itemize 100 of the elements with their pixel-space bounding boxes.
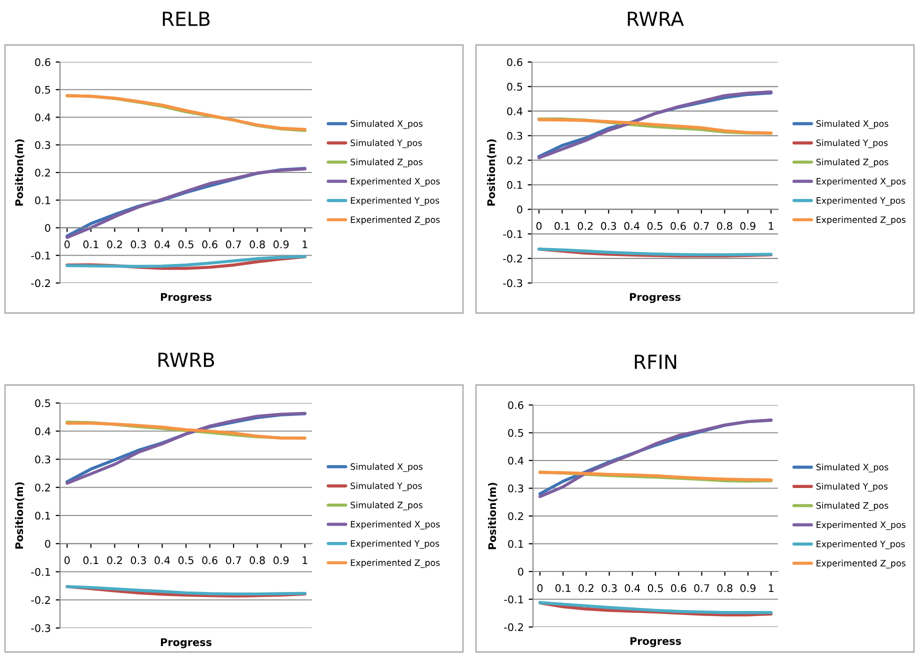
y-tick-label: 0.4 [508, 456, 524, 465]
y-tick-label: 0 [518, 568, 524, 576]
y-tick-label: -0.3 [31, 624, 50, 632]
x-tick-label: 0.6 [670, 222, 686, 230]
x-tick-label: 0.8 [250, 240, 265, 248]
x-tick-label: 0.1 [555, 584, 570, 592]
x-tick-label: 0.5 [178, 240, 194, 248]
x-tick-label: 0.8 [717, 584, 732, 592]
x-tick-label: 0.9 [740, 584, 756, 592]
y-tick-label: -0.1 [504, 595, 524, 604]
chart-title: RWRA [628, 12, 684, 26]
x-tick-label: 0 [536, 222, 542, 230]
legend-label: Simulated X_pos [350, 120, 422, 129]
legend-label: Simulated Y_pos [350, 139, 422, 148]
legend-label: Experimented X_pos [816, 521, 906, 530]
legend-label: Experimented X_pos [350, 520, 440, 530]
x-axis-title: Progress [160, 638, 212, 648]
legend-label: Experimented Y_pos [350, 540, 440, 549]
x-tick-label: 1 [768, 222, 774, 230]
y-axis-title: Position(m) [15, 139, 24, 206]
y-tick-label: 0 [517, 206, 522, 214]
x-tick-label: 0 [64, 556, 70, 564]
x-tick-label: 0.2 [578, 222, 593, 230]
legend-label: Simulated Z_pos [816, 502, 888, 511]
x-tick-label: 0.7 [694, 222, 709, 230]
legend-label: Simulated X_pos [350, 463, 422, 472]
x-tick-label: 0.1 [83, 556, 98, 564]
x-tick-label: 0.2 [107, 556, 122, 564]
x-tick-label: 0.7 [226, 556, 241, 564]
y-tick-label: 0.3 [507, 132, 522, 140]
x-tick-label: 0.3 [130, 240, 146, 248]
y-tick-label: -0.2 [503, 254, 522, 263]
y-tick-label: 0.5 [507, 82, 522, 91]
y-tick-label: 0.2 [507, 156, 522, 164]
x-tick-label: 0.8 [717, 222, 732, 230]
y-tick-label: -0.3 [503, 279, 522, 288]
x-tick-label: 0.3 [602, 584, 617, 592]
y-tick-label: 0.4 [507, 107, 522, 116]
legend-label: Simulated X_pos [816, 464, 888, 472]
x-tick-label: 0.4 [154, 556, 170, 564]
chart-title: RFIN [634, 354, 676, 369]
y-tick-label: -0.2 [31, 279, 50, 288]
x-tick-label: 1 [302, 556, 308, 564]
x-tick-label: 0 [64, 240, 70, 248]
legend-label: Experimented X_pos [350, 178, 440, 186]
x-tick-label: 0.1 [554, 222, 570, 230]
legend-label: Experimented Y_pos [816, 540, 905, 550]
x-tick-label: 0.2 [107, 240, 122, 248]
legend-label: Simulated Y_pos [350, 482, 422, 492]
legend-label: Simulated Z_pos [816, 158, 888, 168]
y-tick-label: 0.2 [508, 512, 523, 520]
x-tick-label: 1 [302, 240, 308, 248]
legend-label: Experimented X_pos [816, 178, 906, 186]
x-axis-title: Progress [630, 293, 680, 304]
y-tick-label: 0.1 [35, 196, 50, 204]
x-tick-label: 0.6 [671, 584, 686, 592]
x-tick-label: 0.4 [624, 222, 640, 230]
x-tick-label: 1 [768, 584, 774, 592]
x-tick-label: 0.4 [624, 584, 640, 592]
y-tick-label: 0.3 [35, 455, 50, 464]
chart-title: RELB [162, 12, 210, 26]
x-tick-label: 0.3 [600, 222, 616, 230]
legend-label: Experimented Z_pos [350, 559, 440, 568]
y-tick-label: 0.6 [508, 401, 524, 410]
y-axis-title: Position(m) [487, 139, 496, 206]
legend-label: Simulated X_pos [816, 120, 888, 129]
y-tick-label: 0.5 [508, 428, 524, 437]
y-tick-label: -0.1 [503, 230, 522, 238]
x-tick-label: 0.7 [694, 584, 710, 592]
legend-label: Experimented Z_pos [816, 216, 906, 225]
x-tick-label: 0.5 [178, 556, 194, 564]
y-tick-label: 0.3 [508, 484, 524, 492]
x-tick-label: 0.1 [83, 240, 98, 248]
y-tick-label: -0.1 [31, 252, 50, 260]
x-tick-label: 0.5 [648, 584, 663, 592]
x-tick-label: 0.2 [578, 584, 594, 592]
x-tick-label: 0.6 [202, 240, 218, 248]
y-tick-label: 0.1 [508, 540, 524, 548]
y-tick-label: 0.5 [35, 399, 50, 408]
y-tick-label: 0.5 [35, 86, 50, 94]
x-tick-label: 0.6 [202, 556, 218, 564]
x-tick-label: 0.3 [130, 556, 146, 564]
x-tick-label: 0.9 [740, 222, 756, 230]
legend-label: Experimented Z_pos [816, 560, 906, 568]
y-tick-label: 0.3 [35, 141, 50, 149]
y-tick-label: 0.2 [35, 484, 50, 492]
y-tick-label: -0.1 [31, 568, 50, 576]
legend-label: Experimented Z_pos [350, 216, 440, 225]
y-tick-label: 0.1 [35, 512, 50, 520]
legend-label: Experimented Y_pos [816, 196, 905, 206]
y-tick-label: -0.2 [31, 596, 50, 604]
y-tick-label: 0.1 [507, 181, 522, 189]
y-tick-label: 0.6 [507, 58, 522, 66]
chart-title: RWRB [158, 352, 214, 367]
y-axis-title: Position(m) [15, 482, 24, 549]
legend-label: Simulated Z_pos [350, 502, 422, 510]
y-tick-label: 0.2 [35, 168, 50, 177]
x-tick-label: 0.9 [274, 556, 289, 564]
legend-label: Simulated Y_pos [816, 139, 888, 148]
x-tick-label: 0.5 [647, 222, 662, 230]
